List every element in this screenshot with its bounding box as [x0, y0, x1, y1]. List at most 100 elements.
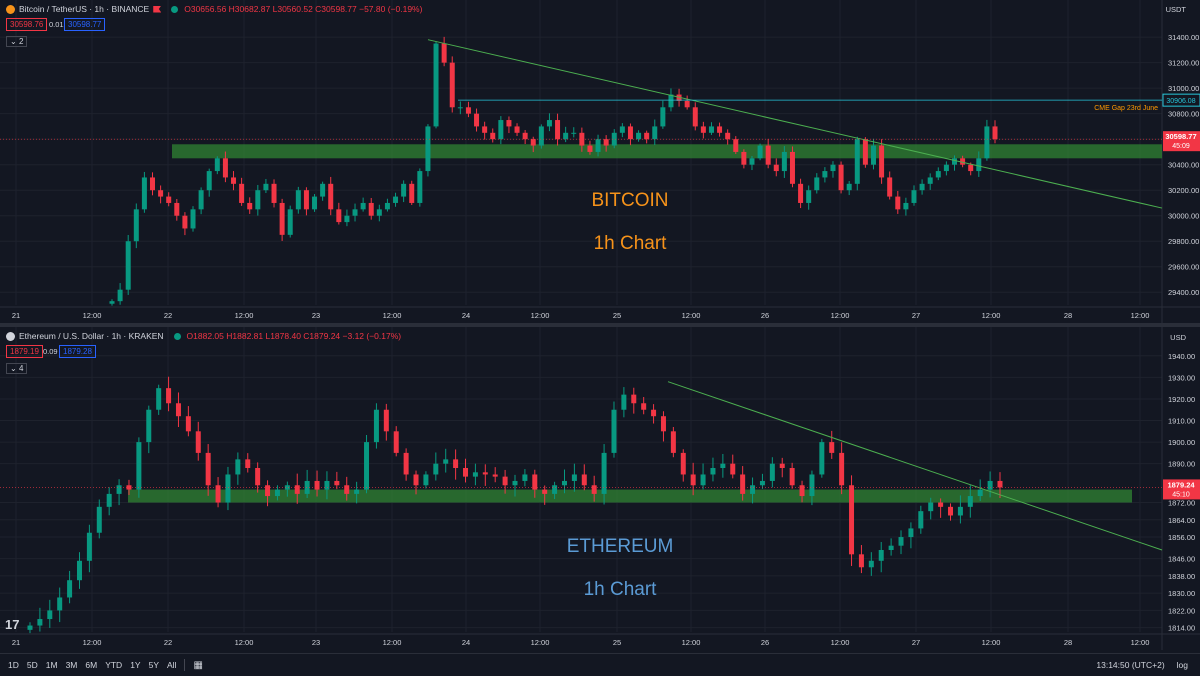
- eth-chart-canvas[interactable]: 1940.00 1930.00 1920.00 1910.00 1900.00 1890.…: [0, 327, 1200, 650]
- x-tick-label: 12:00: [83, 311, 102, 320]
- candle-body: [822, 171, 828, 178]
- trendline[interactable]: [667, 381, 1163, 551]
- separator: [184, 659, 186, 671]
- timeframe-1d[interactable]: 1D: [8, 660, 19, 670]
- chart-annotation-title: ETHEREUM: [567, 536, 674, 557]
- candle-body: [433, 463, 439, 475]
- candle-body: [819, 442, 825, 475]
- y-tick-label: 1900.00: [1168, 438, 1195, 447]
- candle-body: [935, 171, 941, 178]
- candle-body: [781, 151, 787, 172]
- candle-body: [457, 107, 463, 109]
- btc-indicators-toggle[interactable]: ⌄ 2: [6, 36, 28, 47]
- btc-buy-price[interactable]: 30598.77: [64, 18, 106, 31]
- candle-body: [919, 183, 925, 191]
- btc-sell-price[interactable]: 30598.76: [6, 18, 48, 31]
- btc-symbol-title[interactable]: Bitcoin / TetherUS · 1h · BINANCE: [19, 4, 150, 14]
- btc-axis-unit[interactable]: USDT: [1165, 5, 1186, 14]
- timeframe-all[interactable]: All: [167, 660, 177, 670]
- tradingview-logo[interactable]: 17: [5, 617, 20, 632]
- last-price-badge: [1163, 131, 1200, 152]
- btc-chart-canvas[interactable]: 31400.0031200.0031000.0030800.0030600.00…: [0, 0, 1200, 323]
- candle-body: [403, 452, 409, 475]
- timeframe-5y[interactable]: 5Y: [148, 660, 159, 670]
- support-zone[interactable]: [128, 489, 1132, 503]
- candle-body: [967, 496, 973, 507]
- log-scale-toggle[interactable]: log: [1176, 660, 1188, 670]
- x-tick-label: 12:00: [831, 638, 850, 647]
- candle-body: [538, 126, 544, 146]
- x-tick-label: 25: [613, 638, 621, 647]
- candle-body: [304, 480, 310, 494]
- ethereum-icon: [6, 331, 15, 341]
- candle-body: [720, 463, 726, 468]
- x-tick-label: 26: [761, 311, 769, 320]
- candle-body: [320, 183, 326, 197]
- y-tick-label: 30400.00: [1168, 161, 1199, 170]
- candle-body: [814, 177, 820, 191]
- support-zone[interactable]: [172, 144, 1162, 159]
- candle-body: [166, 388, 172, 404]
- eth-chart-pane[interactable]: 1940.00 1930.00 1920.00 1910.00 1900.00 1890.…: [0, 327, 1200, 650]
- candle-body: [595, 139, 601, 152]
- candle-body: [393, 431, 399, 453]
- candle-body: [627, 126, 633, 140]
- timeframe-ytd[interactable]: YTD: [105, 660, 123, 670]
- cme-gap-label: CME Gap 23rd June: [1094, 105, 1158, 112]
- candle-body: [76, 560, 82, 581]
- candle-body: [829, 442, 835, 453]
- x-tick-label: 24: [462, 311, 470, 320]
- timeframe-3m[interactable]: 3M: [65, 660, 78, 670]
- bar-countdown: 45:10: [1172, 491, 1190, 498]
- candle-body: [279, 202, 285, 235]
- candle-body: [846, 183, 852, 191]
- flag-icon[interactable]: [153, 5, 162, 13]
- candle-body: [126, 485, 132, 490]
- btc-chart-pane[interactable]: 31400.0031200.0031000.0030800.0030600.00…: [0, 0, 1200, 323]
- y-tick-label: 31000.00: [1168, 84, 1199, 93]
- candle-body: [838, 164, 844, 191]
- bitcoin-icon: [6, 4, 15, 14]
- candle-body: [324, 480, 330, 490]
- candle-body: [117, 289, 123, 302]
- eth-buy-price[interactable]: 1879.28: [59, 345, 96, 358]
- pane-divider[interactable]: [0, 323, 1200, 327]
- eth-symbol-title[interactable]: Ethereum / U.S. Dollar · 1h · KRAKEN: [19, 331, 164, 341]
- x-tick-label: 12:00: [1131, 638, 1150, 647]
- eth-ohlc: O1882.05 H1882.81 L1878.40 C1879.24 −3.1…: [186, 331, 402, 341]
- eth-spread: 0.09: [43, 347, 58, 356]
- timeframe-5d[interactable]: 5D: [26, 660, 38, 670]
- candle-body: [492, 474, 498, 477]
- calendar-range-icon[interactable]: ▦: [193, 659, 203, 671]
- candle-body: [733, 139, 739, 152]
- candle-body: [798, 183, 804, 203]
- x-tick-label: 12:00: [1131, 311, 1150, 320]
- candle-body: [951, 158, 957, 165]
- candle-body: [271, 183, 277, 203]
- candle-body: [376, 209, 382, 216]
- candle-body: [449, 62, 455, 108]
- last-price-value: 1879.24: [1167, 480, 1195, 489]
- eth-indicators-toggle[interactable]: ⌄ 4: [6, 363, 28, 374]
- timeframe-6m[interactable]: 6M: [85, 660, 98, 670]
- y-tick-label: 31200.00: [1168, 59, 1199, 68]
- candle-body: [334, 480, 340, 486]
- last-price-badge: [1163, 479, 1200, 500]
- eth-axis-unit[interactable]: USD: [1170, 333, 1186, 342]
- eth-sell-price[interactable]: 1879.19: [6, 345, 43, 358]
- clock[interactable]: 13:14:50 (UTC+2): [1096, 660, 1165, 670]
- y-tick-label: 1846.00: [1168, 555, 1195, 564]
- candle-body: [522, 474, 528, 481]
- candle-body: [765, 145, 771, 165]
- timeframe-1y[interactable]: 1Y: [130, 660, 141, 670]
- candle-body: [472, 472, 478, 477]
- trendline[interactable]: [427, 39, 1163, 209]
- candle-body: [231, 177, 237, 184]
- candle-body: [441, 43, 447, 63]
- candle-body: [37, 619, 43, 626]
- timeframe-1m[interactable]: 1M: [45, 660, 58, 670]
- candle-body: [799, 485, 805, 497]
- candle-body: [409, 183, 415, 203]
- candle-body: [918, 511, 924, 529]
- candle-body: [769, 463, 775, 481]
